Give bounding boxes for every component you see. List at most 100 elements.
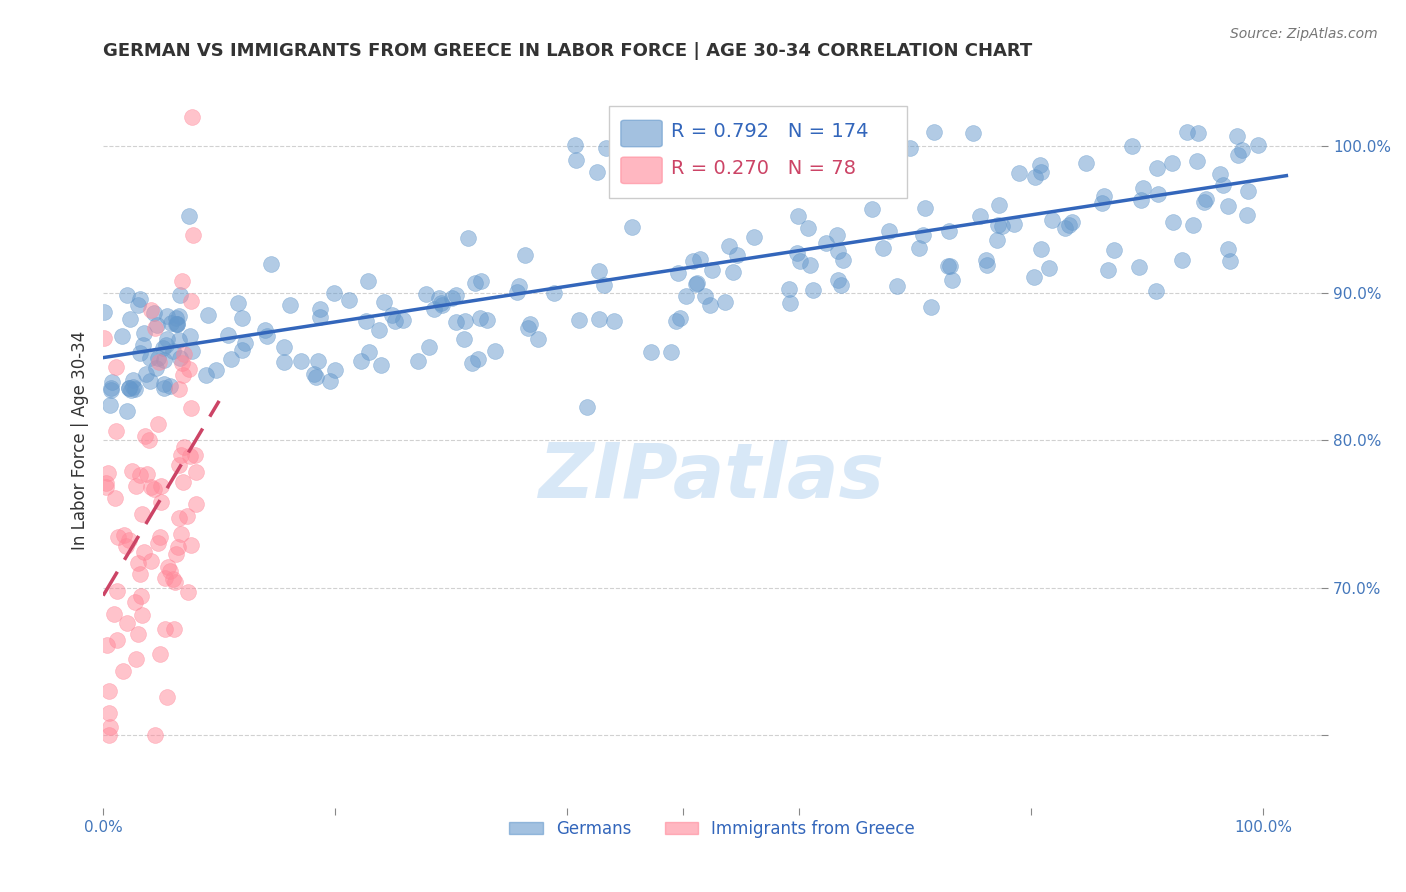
Point	[675, 289, 697, 303]
Point	[111, 328, 134, 343]
Point	[519, 317, 541, 331]
Point	[93, 331, 115, 345]
Point	[991, 219, 1014, 233]
Point	[1132, 181, 1154, 195]
Point	[415, 287, 437, 301]
Point	[319, 374, 342, 388]
Point	[640, 344, 662, 359]
Point	[170, 448, 193, 462]
Point	[1076, 156, 1098, 170]
Point	[851, 144, 873, 158]
Point	[124, 651, 146, 665]
Point	[817, 148, 839, 162]
Point	[576, 400, 599, 414]
Point	[105, 584, 128, 599]
Point	[392, 312, 415, 326]
Point	[786, 209, 808, 223]
Point	[621, 219, 644, 234]
Point	[586, 165, 609, 179]
Point	[105, 633, 128, 648]
Point	[132, 545, 155, 559]
Point	[97, 466, 120, 480]
Point	[1040, 213, 1063, 227]
Point	[305, 369, 328, 384]
Point	[1097, 263, 1119, 277]
Point	[184, 448, 207, 462]
Point	[94, 476, 117, 491]
Point	[484, 343, 506, 358]
Point	[969, 209, 991, 223]
Point	[233, 336, 256, 351]
Point	[633, 145, 655, 160]
Point	[167, 310, 190, 324]
Point	[94, 480, 117, 494]
Point	[872, 241, 894, 255]
Point	[898, 141, 921, 155]
Point	[986, 234, 1008, 248]
Point	[1128, 260, 1150, 275]
Point	[797, 220, 820, 235]
Point	[444, 288, 467, 302]
Point	[157, 559, 180, 574]
Point	[139, 480, 162, 494]
Point	[131, 507, 153, 521]
Point	[181, 344, 204, 359]
Point	[513, 248, 536, 262]
Point	[638, 128, 661, 143]
Point	[938, 224, 960, 238]
Point	[886, 279, 908, 293]
Y-axis label: In Labor Force | Age 30-34: In Labor Force | Age 30-34	[72, 331, 89, 550]
Point	[406, 353, 429, 368]
Point	[506, 285, 529, 299]
Point	[593, 278, 616, 293]
Point	[121, 373, 143, 387]
Point	[453, 332, 475, 346]
Point	[717, 239, 740, 253]
Point	[177, 210, 200, 224]
Point	[976, 259, 998, 273]
Point	[1236, 209, 1258, 223]
Point	[219, 352, 242, 367]
Point	[253, 323, 276, 337]
Point	[124, 382, 146, 396]
Point	[173, 440, 195, 454]
Point	[97, 683, 120, 698]
Point	[162, 572, 184, 586]
Point	[430, 298, 453, 312]
Point	[713, 294, 735, 309]
Point	[179, 449, 201, 463]
Point	[165, 547, 187, 561]
FancyBboxPatch shape	[621, 157, 662, 184]
Point	[124, 594, 146, 608]
Point	[115, 287, 138, 301]
Point	[1091, 195, 1114, 210]
Point	[721, 265, 744, 279]
Point	[725, 248, 748, 262]
Point	[145, 360, 167, 375]
Point	[1147, 186, 1170, 201]
Point	[384, 314, 406, 328]
Point	[134, 326, 156, 340]
Point	[127, 556, 149, 570]
Point	[100, 375, 122, 389]
Point	[167, 333, 190, 347]
Point	[470, 311, 492, 326]
Point	[322, 286, 344, 301]
Point	[97, 728, 120, 742]
Point	[1121, 139, 1143, 153]
Point	[176, 584, 198, 599]
Point	[564, 137, 586, 152]
Point	[924, 125, 946, 139]
Point	[163, 622, 186, 636]
Point	[159, 316, 181, 330]
Point	[418, 340, 440, 354]
Point	[1247, 137, 1270, 152]
Point	[1208, 167, 1230, 181]
Point	[1182, 218, 1205, 232]
Point	[125, 479, 148, 493]
Point	[588, 264, 610, 278]
Point	[454, 314, 477, 328]
Point	[100, 383, 122, 397]
Point	[357, 344, 380, 359]
Point	[1212, 178, 1234, 193]
